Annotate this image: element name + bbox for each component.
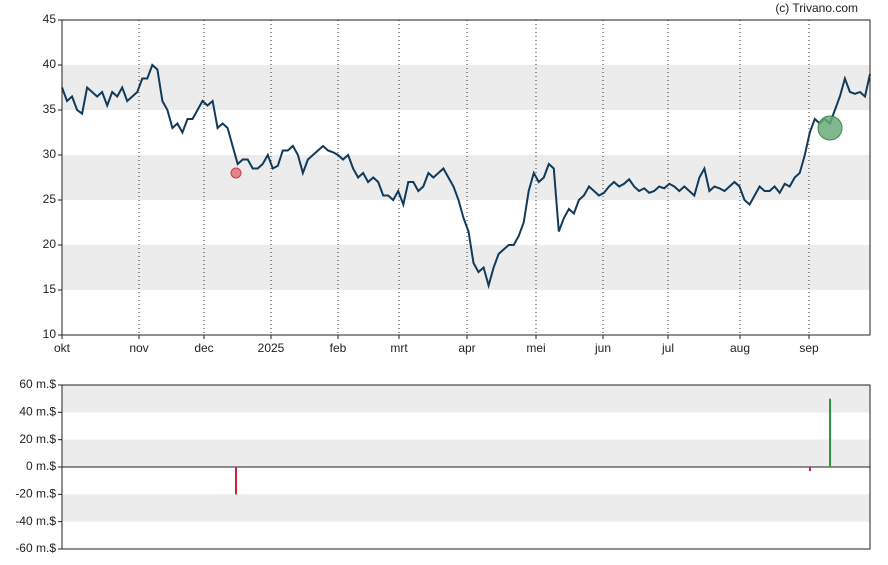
bar [809,467,811,472]
y-tick-label: 15 [43,282,57,296]
bar [235,467,237,495]
credit: (c) Trivano.com [775,1,858,15]
y-tick-label: 60 m.$ [19,377,56,391]
trade-marker [230,167,242,179]
y-tick-label: -20 m.$ [15,487,56,501]
x-tick-label: aug [730,341,750,355]
y-tick-label: 20 [43,237,57,251]
x-tick-label: mrt [390,341,408,355]
x-tick-label: okt [54,341,71,355]
y-tick-label: 0 m.$ [26,459,56,473]
x-tick-label: jun [594,341,611,355]
x-tick-label: jul [661,341,674,355]
y-tick-label: 30 [43,147,57,161]
grid-band [62,155,870,200]
y-tick-label: -60 m.$ [15,541,56,555]
grid-band [62,439,870,467]
x-tick-label: sep [799,341,819,355]
y-tick-label: 40 m.$ [19,405,56,419]
y-tick-label: 35 [43,102,57,116]
x-tick-label: dec [194,341,213,355]
x-tick-label: apr [458,341,475,355]
y-tick-label: -40 m.$ [15,514,56,528]
plot-frame [61,384,871,550]
price-line [61,63,871,290]
y-tick-label: 20 m.$ [19,432,56,446]
grid-band [62,65,870,110]
grid-band [62,245,870,290]
y-tick-label: 45 [43,12,57,26]
x-tick-label: mei [526,341,545,355]
y-tick-label: 25 [43,192,57,206]
x-tick-label: 2025 [258,341,285,355]
plot-frame [61,19,871,336]
x-tick-label: feb [330,341,347,355]
x-tick-label: nov [129,341,148,355]
grid-band [62,385,870,413]
bar [829,398,831,467]
trade-marker [817,115,843,141]
grid-band [62,494,870,522]
y-tick-label: 40 [43,57,57,71]
y-tick-label: 10 [43,327,57,341]
